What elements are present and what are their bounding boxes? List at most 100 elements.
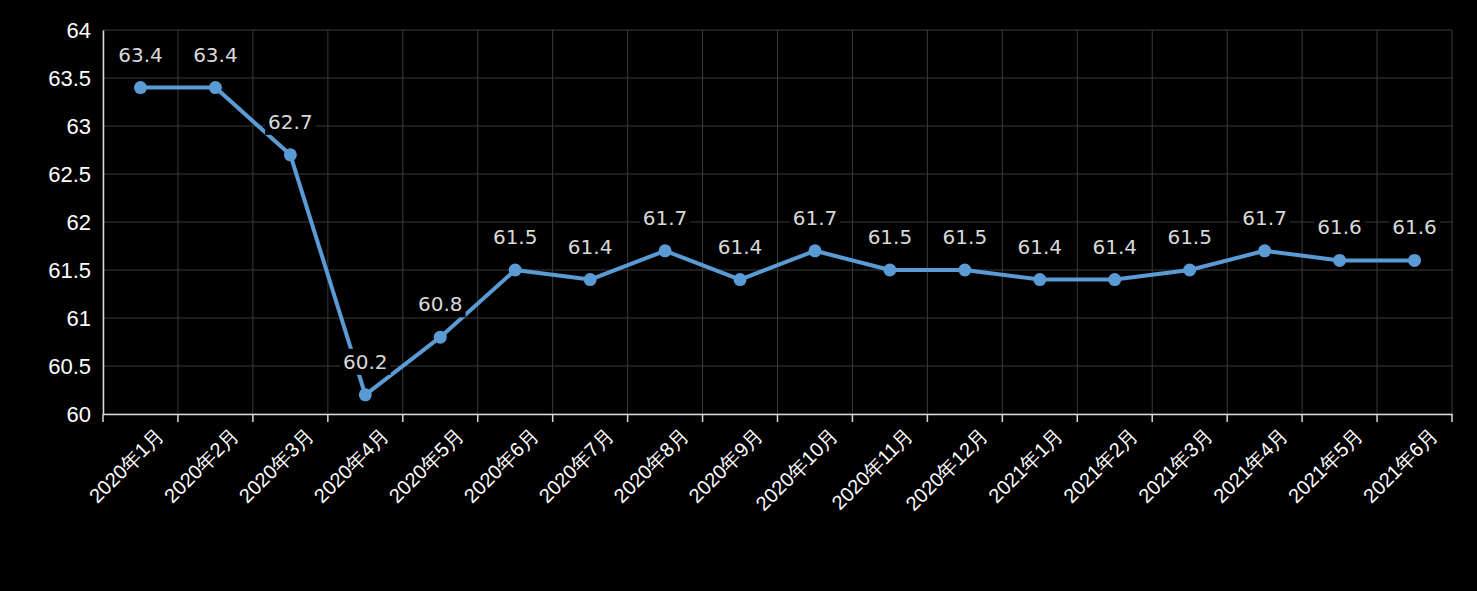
x-tick-label: 2020年2月 [160, 424, 243, 507]
series [134, 81, 1421, 401]
x-tick: 2020年6月 [459, 414, 542, 507]
x-tick: 2020年8月 [609, 414, 692, 507]
x-grid-line [1152, 30, 1153, 414]
data-label-group: 61.6 [1314, 214, 1365, 240]
x-tick-label: 2020年5月 [385, 424, 468, 507]
x-grid-line [1002, 30, 1003, 414]
x-grid-line [1077, 30, 1078, 414]
y-tick-label: 60 [67, 402, 91, 427]
x-tick: 2021年6月 [1359, 414, 1442, 507]
plot: 6060.56161.56262.56363.5642020年1月2020年2月… [48, 18, 1452, 515]
data-label-bg [490, 224, 541, 250]
x-grid-line [327, 30, 328, 414]
x-tick-label: 2021年1月 [984, 424, 1067, 507]
data-label-bg [340, 349, 391, 375]
x-boundary-tick [777, 414, 779, 422]
x-boundary-tick [1151, 414, 1153, 422]
data-label-group: 60.2 [340, 349, 391, 375]
marker [659, 244, 672, 257]
x-boundary-tick [627, 414, 629, 422]
x-tick: 2020年7月 [534, 414, 617, 507]
data-label-group: 61.7 [1239, 205, 1290, 231]
marker [209, 81, 222, 94]
data-label-bg [1314, 214, 1365, 240]
x-grid-line [1377, 30, 1378, 414]
marker [734, 273, 747, 286]
data-label-group: 61.5 [940, 224, 991, 250]
x-boundary-tick [177, 414, 179, 422]
data-label-bg [1015, 234, 1066, 260]
marker [1108, 273, 1121, 286]
chart: 6060.56161.56262.56363.5642020年1月2020年2月… [0, 0, 1477, 591]
data-label: 63.4 [118, 43, 163, 67]
data-labels: 63.463.462.760.260.861.561.461.761.461.7… [115, 42, 1440, 375]
x-tick-label: 2021年5月 [1284, 424, 1367, 507]
x-boundary-tick [552, 414, 554, 422]
data-label-bg [190, 42, 241, 68]
data-label-bg [1164, 224, 1215, 250]
x-grid-line [777, 30, 778, 414]
line [140, 88, 1414, 395]
marker [359, 388, 372, 401]
x-grid-line [852, 30, 853, 414]
x-boundary-tick [1077, 414, 1079, 422]
data-label-group: 61.6 [1389, 214, 1440, 240]
x-tick-label: 2021年6月 [1359, 424, 1442, 507]
y-tick-label: 63.5 [48, 66, 91, 91]
data-label: 63.4 [193, 43, 238, 67]
marker [284, 148, 297, 161]
y-tick-label: 64 [67, 18, 91, 43]
x-boundary-tick [477, 414, 479, 422]
data-label: 61.4 [718, 235, 763, 259]
x-boundary-tick [1301, 414, 1303, 422]
marker [1033, 273, 1046, 286]
x-boundary-tick [1451, 414, 1453, 422]
marker [1183, 264, 1196, 277]
y-axis-line [103, 31, 105, 415]
x-tick: 2021年5月 [1284, 414, 1367, 507]
x-tick: 2020年3月 [235, 414, 318, 507]
data-label: 61.4 [1092, 235, 1137, 259]
y-tick: 61 [67, 306, 103, 331]
x-tick-label: 2020年10月 [751, 424, 842, 515]
data-label-bg [790, 205, 841, 231]
background [0, 0, 1477, 591]
x-tick: 2021年4月 [1209, 414, 1292, 507]
data-label-bg [940, 224, 991, 250]
data-label-group: 61.5 [865, 224, 916, 250]
x-boundary-tick [252, 414, 254, 422]
x-boundary-tick [327, 414, 329, 422]
x-boundary-tick [927, 414, 929, 422]
data-label: 61.5 [493, 225, 538, 249]
x-boundary-tick [1376, 414, 1378, 422]
x-tick: 2020年1月 [85, 414, 168, 507]
x-boundary-tick [1226, 414, 1228, 422]
x-axis: 2020年1月2020年2月2020年3月2020年4月2020年5月2020年… [85, 414, 1453, 515]
x-grid-line [1227, 30, 1228, 414]
data-label-bg [1089, 234, 1140, 260]
data-label-group: 61.5 [490, 224, 541, 250]
data-label: 60.8 [418, 292, 463, 316]
data-label: 61.6 [1317, 215, 1362, 239]
data-label: 60.2 [343, 350, 388, 374]
x-boundary-tick [402, 414, 404, 422]
x-grid-line [477, 30, 478, 414]
x-grid-line [627, 30, 628, 414]
data-label-group: 61.4 [565, 234, 616, 260]
data-label: 61.6 [1392, 215, 1437, 239]
x-boundary-ticks [103, 414, 1452, 422]
x-tick-label: 2020年3月 [235, 424, 318, 507]
y-tick-label: 61.5 [48, 258, 91, 283]
marker [1333, 254, 1346, 267]
y-tick: 63 [67, 114, 103, 139]
grid [103, 30, 1452, 414]
marker [958, 264, 971, 277]
x-tick-label: 2020年12月 [901, 424, 992, 515]
y-tick: 62.5 [48, 162, 103, 187]
x-grid-line [1452, 30, 1453, 414]
marker [584, 273, 597, 286]
x-tick: 2020年12月 [901, 414, 992, 515]
x-tick-label: 2021年3月 [1134, 424, 1217, 507]
x-tick: 2020年9月 [684, 414, 767, 507]
data-label-bg [415, 291, 466, 317]
